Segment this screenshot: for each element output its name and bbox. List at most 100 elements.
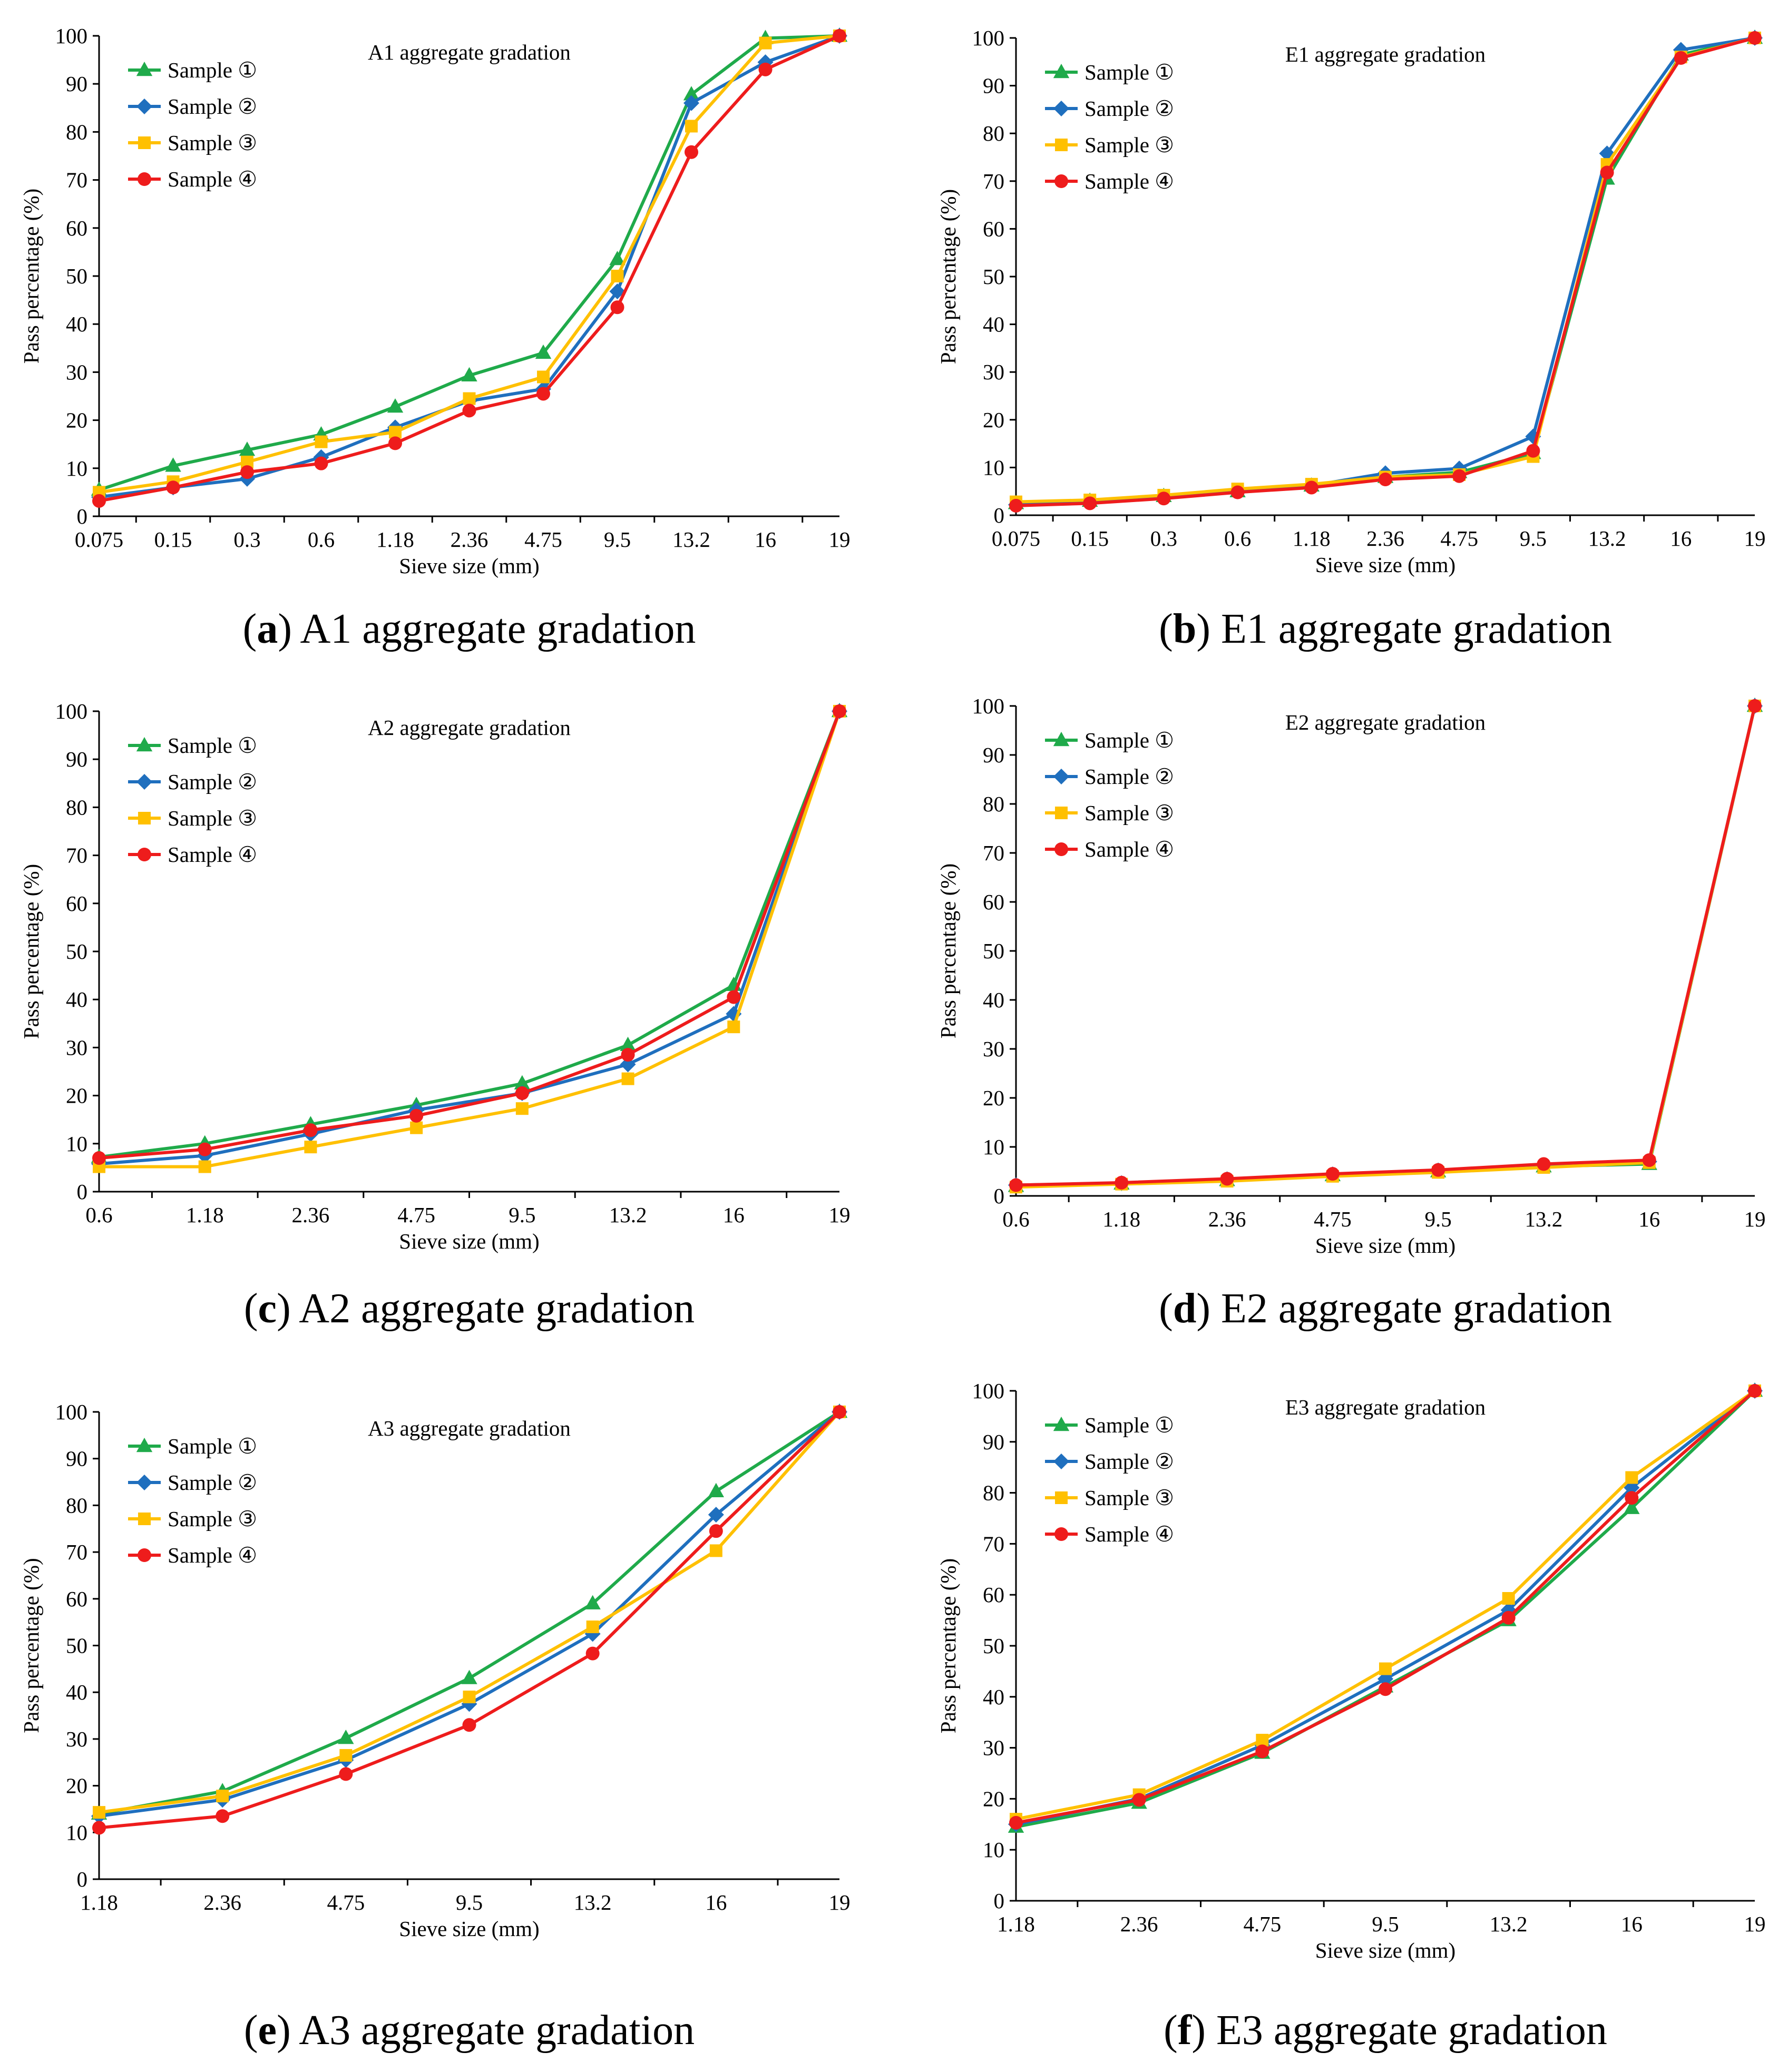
data-point: [462, 1718, 476, 1732]
legend-label: Sample ③: [168, 806, 257, 830]
panel-caption: (f) E3 aggregate gradation: [1164, 2007, 1607, 2054]
data-point: [1625, 1491, 1639, 1505]
x-tick-label: 2.36: [292, 1203, 330, 1227]
caption-close-paren: ): [1191, 2007, 1206, 2054]
legend: Sample ① Sample ② Sample ③ Sample ④: [1045, 1413, 1174, 1546]
legend-marker: [1055, 807, 1068, 819]
x-tick-label: 19: [829, 1203, 851, 1227]
data-point: [1230, 485, 1245, 499]
x-tick-label: 4.75: [1440, 526, 1478, 551]
legend-label: Sample ③: [1084, 1486, 1174, 1510]
data-point: [216, 1809, 230, 1823]
y-tick-label: 50: [983, 264, 1004, 289]
data-point: [198, 1142, 212, 1156]
legend-marker: [136, 737, 153, 752]
legend-label: Sample ①: [1084, 1413, 1174, 1437]
data-point: [339, 1749, 353, 1762]
caption-text: A1 aggregate gradation: [292, 606, 696, 652]
y-tick-label: 70: [66, 1540, 87, 1564]
x-tick-label: 0.6: [1224, 526, 1251, 551]
data-point: [1157, 492, 1171, 506]
data-point: [833, 704, 846, 718]
y-tick-label: 60: [983, 1583, 1004, 1607]
y-tick-label: 0: [77, 1180, 88, 1204]
y-axis-title: Pass percentage (%): [936, 189, 960, 364]
y-tick-label: 60: [66, 216, 87, 240]
legend-marker: [136, 99, 152, 114]
legend-marker: [1053, 769, 1069, 784]
legend-label: Sample ③: [168, 1507, 257, 1531]
caption-open-paren: (: [244, 2007, 258, 2054]
series-3: [93, 1406, 846, 1819]
data-point: [338, 1730, 354, 1744]
data-point: [1748, 1384, 1762, 1398]
chart-3: 0 10 20 30 40 50 60 70 80 90 100 0.6 1.18 2.36 4.75 9.5…: [19, 699, 851, 1332]
data-point: [314, 456, 328, 470]
y-tick-label: 50: [66, 939, 87, 964]
x-tick-label: 2.36: [1120, 1912, 1158, 1936]
data-point: [833, 1405, 846, 1419]
data-point: [463, 1691, 476, 1704]
x-tick-label: 9.5: [509, 1203, 535, 1227]
y-tick-label: 100: [55, 1400, 88, 1424]
caption-letter: a: [257, 606, 278, 652]
data-point: [621, 1072, 634, 1085]
y-tick-label: 20: [983, 1786, 1004, 1811]
data-point: [727, 990, 741, 1004]
y-tick-label: 20: [66, 1084, 87, 1108]
legend-label: Sample ③: [168, 131, 257, 155]
data-point: [1304, 480, 1318, 495]
x-tick-label: 13.2: [1490, 1912, 1528, 1936]
data-point: [620, 1036, 636, 1052]
series-line: [99, 711, 841, 1168]
x-tick-label: 4.75: [397, 1203, 435, 1227]
data-point: [1255, 1744, 1269, 1759]
x-axis-title: Sieve size (mm): [1315, 1938, 1455, 1962]
legend-label: Sample ③: [1084, 801, 1174, 825]
y-tick-label: 50: [66, 264, 87, 288]
series-line: [1015, 705, 1756, 1187]
legend-label: Sample ②: [168, 770, 257, 794]
data-point: [1379, 473, 1392, 487]
legend-label: Sample ④: [1084, 1522, 1174, 1546]
data-point: [93, 1806, 105, 1819]
data-point: [708, 1482, 725, 1497]
x-axis-title: Sieve size (mm): [399, 1229, 539, 1253]
chart-6: 0 10 20 30 40 50 60 70 80 90 100 1.18 2.36 4.75 9.5 13.…: [936, 1379, 1766, 2054]
data-point: [585, 1646, 600, 1661]
data-point: [1220, 1172, 1234, 1186]
caption-letter: e: [258, 2007, 277, 2054]
data-point: [685, 145, 698, 159]
data-point: [708, 1507, 724, 1523]
y-tick-label: 80: [66, 1493, 87, 1517]
y-tick-label: 50: [983, 1634, 1004, 1658]
series-line: [99, 710, 841, 1159]
data-point: [1115, 1175, 1129, 1190]
data-point: [198, 1160, 211, 1173]
caption-letter: d: [1173, 1285, 1197, 1332]
y-tick-label: 10: [66, 1132, 87, 1156]
caption-open-paren: (: [1159, 1285, 1173, 1332]
data-point: [1431, 1163, 1445, 1177]
x-tick-label: 0.6: [85, 1203, 112, 1227]
x-tick-label: 19: [1744, 1912, 1766, 1936]
data-point: [461, 367, 477, 381]
x-tick-label: 16: [723, 1203, 745, 1227]
legend-label: Sample ④: [1084, 169, 1174, 193]
data-point: [1501, 1611, 1516, 1625]
y-tick-label: 90: [66, 747, 87, 771]
y-tick-label: 0: [77, 504, 88, 528]
caption-open-paren: (: [1164, 2007, 1178, 2054]
caption-text: A2 aggregate gradation: [291, 1285, 695, 1332]
y-tick-label: 50: [983, 939, 1004, 963]
caption-open-paren: (: [1159, 606, 1173, 652]
data-point: [727, 1020, 740, 1034]
chart-5: 0 10 20 30 40 50 60 70 80 90 100 1.18 2.36 4.75 9.5 13.…: [19, 1400, 851, 2054]
x-tick-label: 2.36: [1366, 526, 1404, 551]
legend-label: Sample ④: [168, 842, 257, 867]
data-point: [304, 1141, 317, 1154]
y-tick-label: 20: [66, 408, 87, 433]
data-point: [1132, 1793, 1146, 1807]
x-tick-label: 4.75: [327, 1890, 365, 1914]
